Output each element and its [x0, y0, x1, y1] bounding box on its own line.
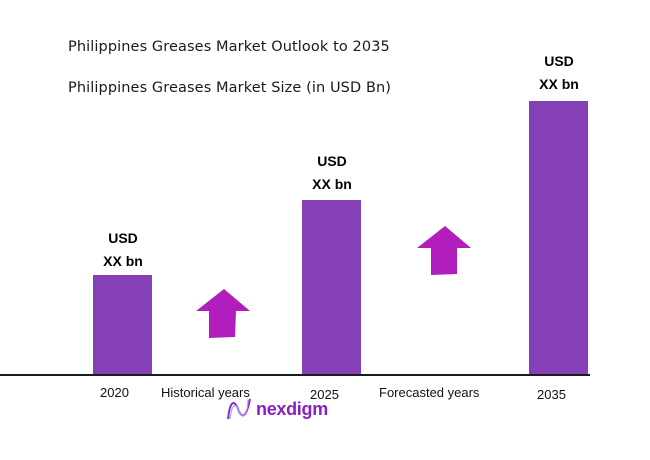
growth-arrow-up-icon: [196, 289, 250, 338]
period-label-forecasted: Forecasted years: [379, 385, 480, 400]
x-axis-line: [0, 374, 590, 376]
bar-2035: [529, 101, 588, 375]
chart-subtitle: Philippines Greases Market Size (in USD …: [68, 80, 392, 96]
value-label-currency: USD: [544, 53, 574, 69]
chart-title: Philippines Greases Market Outlook to 20…: [68, 39, 390, 55]
x-tick-2025: 2025: [310, 387, 339, 402]
value-label-2035: USD XX bn: [514, 50, 604, 96]
value-label-amount: XX bn: [312, 176, 352, 192]
value-label-currency: USD: [108, 230, 138, 246]
nexdigm-wave-icon: [227, 398, 251, 420]
value-label-amount: XX bn: [539, 76, 579, 92]
bar-2020: [93, 275, 152, 375]
period-label-historical: Historical years: [161, 385, 250, 400]
value-label-2020: USD XX bn: [78, 227, 168, 273]
value-label-2025: USD XX bn: [287, 150, 377, 196]
logo-text: nexdigm: [256, 398, 328, 419]
value-label-amount: XX bn: [103, 253, 143, 269]
value-label-currency: USD: [317, 153, 347, 169]
growth-arrow-up-icon: [417, 226, 471, 275]
bar-2025: [302, 200, 361, 375]
x-tick-2020: 2020: [100, 385, 129, 400]
nexdigm-logo: nexdigm: [226, 397, 328, 421]
x-tick-2035: 2035: [537, 387, 566, 402]
